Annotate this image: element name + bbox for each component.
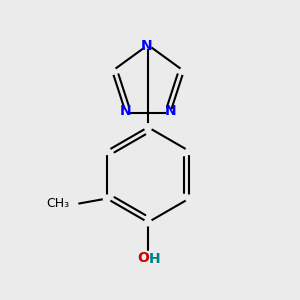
Circle shape (186, 195, 193, 202)
Circle shape (145, 41, 152, 48)
Circle shape (167, 110, 174, 117)
Circle shape (180, 68, 187, 74)
Circle shape (103, 148, 110, 154)
Text: H: H (149, 252, 161, 266)
Circle shape (122, 110, 129, 117)
Circle shape (186, 148, 193, 154)
Circle shape (145, 219, 152, 226)
Circle shape (109, 68, 116, 74)
Text: N: N (120, 104, 132, 118)
Text: N: N (141, 39, 153, 53)
Circle shape (103, 195, 110, 202)
Circle shape (145, 124, 152, 131)
Text: CH₃: CH₃ (46, 197, 69, 210)
Text: N: N (164, 104, 176, 118)
Text: O: O (137, 251, 149, 265)
